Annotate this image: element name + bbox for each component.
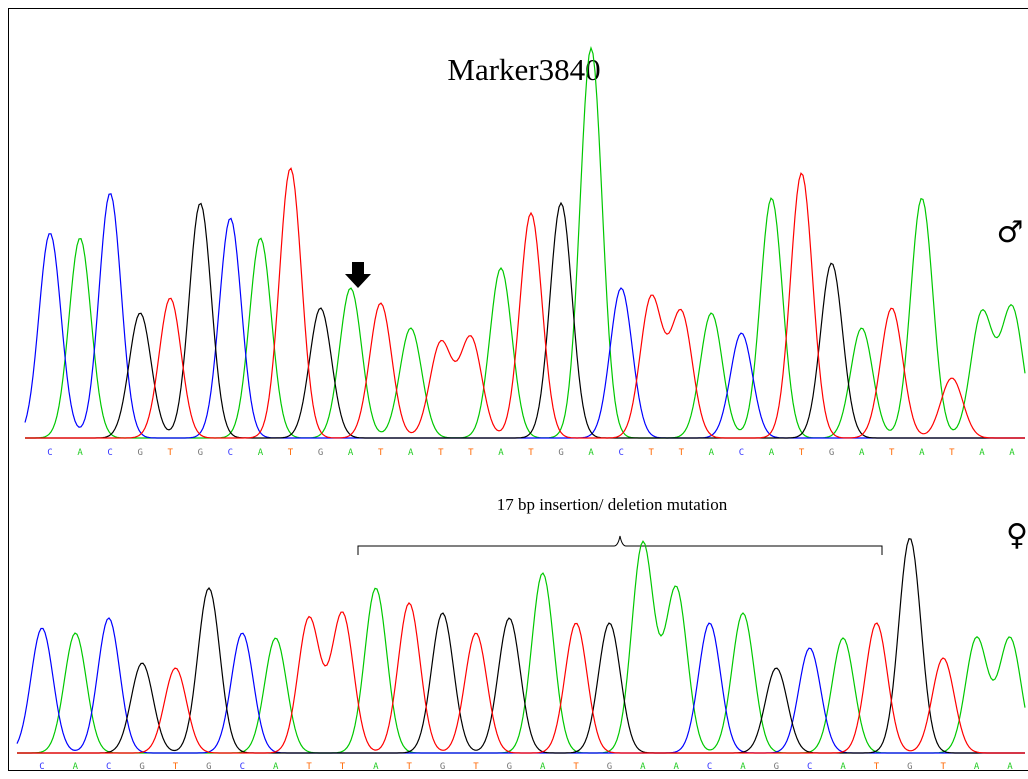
- female-symbol: ♀: [1006, 518, 1028, 553]
- base-call: G: [907, 762, 912, 772]
- base-call: A: [859, 448, 865, 458]
- base-call: T: [799, 448, 805, 458]
- base-call: T: [679, 448, 685, 458]
- base-call: C: [240, 762, 245, 772]
- base-call: T: [889, 448, 895, 458]
- trace-G: [17, 539, 1025, 753]
- base-call: G: [137, 448, 142, 458]
- base-call: A: [740, 762, 746, 772]
- base-call: A: [77, 448, 83, 458]
- base-call: C: [228, 448, 233, 458]
- base-call: G: [206, 762, 211, 772]
- annotation: 17 bp insertion/ deletion mutation: [497, 495, 728, 514]
- base-call: T: [378, 448, 384, 458]
- base-call: T: [340, 762, 346, 772]
- base-call: T: [573, 762, 579, 772]
- base-call: T: [306, 762, 312, 772]
- base-call: T: [473, 762, 479, 772]
- trace-G: [25, 203, 1025, 438]
- base-call: A: [673, 762, 679, 772]
- base-call: A: [919, 448, 925, 458]
- base-call: T: [406, 762, 412, 772]
- base-call: A: [73, 762, 79, 772]
- base-call: A: [258, 448, 264, 458]
- base-call: G: [829, 448, 834, 458]
- base-call: C: [106, 762, 111, 772]
- base-call: T: [941, 762, 947, 772]
- base-call: T: [949, 448, 955, 458]
- base-call: T: [438, 448, 444, 458]
- base-call: C: [807, 762, 812, 772]
- base-call: T: [288, 448, 294, 458]
- base-call: T: [168, 448, 174, 458]
- base-call: G: [198, 448, 203, 458]
- male-symbol: ♂: [997, 215, 1024, 250]
- base-call: C: [707, 762, 712, 772]
- base-call: T: [874, 762, 880, 772]
- base-call: A: [540, 762, 546, 772]
- base-call: G: [139, 762, 144, 772]
- base-call: A: [273, 762, 279, 772]
- bracket: [358, 536, 882, 555]
- base-call: A: [840, 762, 846, 772]
- base-call: C: [39, 762, 44, 772]
- trace-C: [25, 194, 1025, 438]
- base-call: A: [498, 448, 504, 458]
- traces: C A C G T G C A T G A T A T T A T G A C T T A C A T G A T A T A A C A C G T G C…: [17, 48, 1025, 772]
- base-call: T: [173, 762, 179, 772]
- mutation-arrow: [345, 262, 371, 288]
- base-call: A: [640, 762, 646, 772]
- base-call: A: [1007, 762, 1013, 772]
- base-call: C: [107, 448, 112, 458]
- base-call: T: [468, 448, 474, 458]
- base-call: G: [774, 762, 779, 772]
- trace-A: [17, 541, 1025, 753]
- base-call: A: [588, 448, 594, 458]
- base-call: C: [739, 448, 744, 458]
- base-call: C: [618, 448, 623, 458]
- base-call: G: [318, 448, 323, 458]
- base-call: A: [979, 448, 985, 458]
- base-call: G: [558, 448, 563, 458]
- base-call: T: [528, 448, 534, 458]
- base-call: G: [440, 762, 445, 772]
- base-call: C: [47, 448, 52, 458]
- base-call: A: [1009, 448, 1015, 458]
- base-call: A: [974, 762, 980, 772]
- base-call: A: [709, 448, 715, 458]
- title: Marker3840: [447, 52, 600, 87]
- base-call: A: [769, 448, 775, 458]
- base-call: T: [649, 448, 655, 458]
- base-call: A: [408, 448, 414, 458]
- chromatogram-figure: Marker3840 ♂ ♀ 17 bp insertion/ deletion…: [0, 0, 1028, 779]
- base-call: G: [607, 762, 612, 772]
- base-call: G: [507, 762, 512, 772]
- base-call: A: [348, 448, 354, 458]
- trace-T: [25, 168, 1025, 438]
- base-call: A: [373, 762, 379, 772]
